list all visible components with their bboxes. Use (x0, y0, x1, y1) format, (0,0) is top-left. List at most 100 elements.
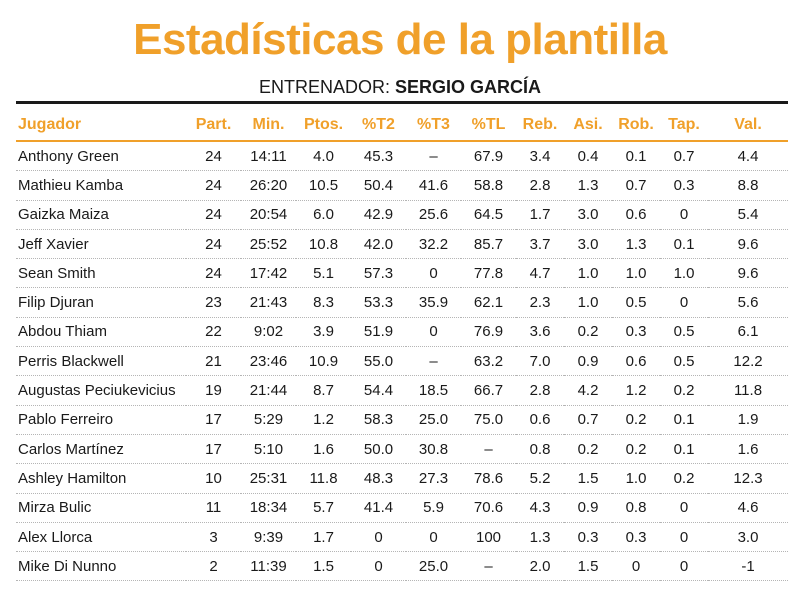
cell-ft-pct: 77.8 (461, 258, 516, 289)
cell-t3-pct: 0 (406, 317, 461, 348)
cell-assists: 1.0 (564, 258, 612, 289)
cell-ft-pct: 64.5 (461, 200, 516, 230)
table-row: Anthony Green 24 14:11 4.0 45.3–67.9 3.4 0.4 0.… (16, 141, 788, 172)
cell-minutes: 17:42 (241, 258, 296, 289)
cell-steals: 1.3 (612, 229, 660, 260)
cell-t3-pct: 0 (406, 258, 461, 289)
cell-ft-pct: 100 (461, 522, 516, 553)
table-row: Perris Blackwell 21 23:46 10.9 55.0–63.2 7.0 0… (16, 346, 788, 377)
cell-t3-pct: 27.3 (406, 463, 461, 494)
cell-rating: 12.3 (708, 463, 788, 494)
cell-ft-pct: 67.9 (461, 141, 516, 172)
cell-steals: 0.3 (612, 317, 660, 348)
cell-blocks: 0 (660, 287, 708, 318)
cell-minutes: 5:10 (241, 434, 296, 465)
cell-games: 17 (186, 434, 241, 465)
cell-t3-pct: 25.6 (406, 200, 461, 230)
cell-ft-pct: 78.6 (461, 463, 516, 494)
cell-rebounds: 3.6 (516, 317, 564, 348)
table-row: Abdou Thiam 22 9:02 3.9 51.9 0 76.9 3.6 0.2 0.3 0.… (16, 317, 788, 348)
cell-steals: 1.2 (612, 375, 660, 406)
cell-ft-pct: 62.1 (461, 287, 516, 318)
table-row: Jeff Xavier 24 25:52 10.8 42.0 32.2 85.7 3.7 3.0… (16, 229, 788, 260)
cell-player: Mathieu Kamba (16, 170, 186, 201)
cell-blocks: 0 (660, 493, 708, 523)
cell-t2-pct: 0 (351, 522, 406, 553)
cell-games: 22 (186, 317, 241, 348)
cell-player: Perris Blackwell (16, 346, 186, 377)
cell-assists: 1.3 (564, 170, 612, 201)
table-row: Mathieu Kamba 24 26:20 10.5 50.4 41.6 58.8 2.8 1… (16, 170, 788, 201)
cell-steals: 0.3 (612, 522, 660, 553)
cell-player: Jeff Xavier (16, 229, 186, 260)
cell-blocks: 0.2 (660, 463, 708, 494)
cell-ft-pct: – (461, 434, 516, 465)
column-header-steals: Rob. (612, 110, 660, 142)
cell-assists: 1.5 (564, 463, 612, 494)
cell-steals: 0.1 (612, 141, 660, 172)
cell-player: Alex Llorca (16, 522, 186, 553)
cell-ft-pct: 70.6 (461, 493, 516, 523)
cell-games: 24 (186, 258, 241, 289)
cell-ft-pct: – (461, 551, 516, 582)
cell-games: 24 (186, 170, 241, 201)
cell-player: Mirza Bulic (16, 493, 186, 523)
cell-minutes: 25:31 (241, 463, 296, 494)
cell-rebounds: 7.0 (516, 346, 564, 377)
cell-rebounds: 5.2 (516, 463, 564, 494)
cell-rebounds: 3.4 (516, 141, 564, 172)
cell-steals: 0.2 (612, 405, 660, 435)
stats-table: Jugador Part. Min. Ptos. %T2 %T3 %TL Reb. Asi. Ro… (16, 110, 788, 582)
cell-points: 10.8 (296, 229, 351, 260)
cell-assists: 3.0 (564, 200, 612, 230)
cell-t3-pct: 25.0 (406, 551, 461, 582)
cell-t3-pct: 35.9 (406, 287, 461, 318)
cell-blocks: 0 (660, 551, 708, 582)
cell-assists: 0.2 (564, 317, 612, 348)
table-row: Alex Llorca 3 9:39 1.7 0 0 100 1.3 0.3 0.3 0 3.0 (16, 522, 788, 553)
cell-rebounds: 2.8 (516, 375, 564, 406)
cell-assists: 0.2 (564, 434, 612, 465)
cell-player: Augustas Peciukevicius (16, 375, 186, 406)
cell-points: 1.6 (296, 434, 351, 465)
cell-player: Ashley Hamilton (16, 463, 186, 494)
cell-ft-pct: 75.0 (461, 405, 516, 435)
cell-steals: 0.8 (612, 493, 660, 523)
cell-points: 1.7 (296, 522, 351, 553)
cell-minutes: 25:52 (241, 229, 296, 260)
cell-games: 2 (186, 551, 241, 582)
cell-games: 21 (186, 346, 241, 377)
cell-blocks: 0.5 (660, 317, 708, 348)
cell-t3-pct: 32.2 (406, 229, 461, 260)
cell-rating: 8.8 (708, 170, 788, 201)
coach-label: ENTRENADOR: (258, 77, 395, 97)
column-header-rebounds: Reb. (516, 110, 564, 142)
cell-games: 11 (186, 493, 241, 523)
cell-t3-pct: 30.8 (406, 434, 461, 465)
cell-t2-pct: 48.3 (351, 463, 406, 494)
cell-t2-pct: 45.3 (351, 141, 406, 172)
cell-ft-pct: 63.2 (461, 346, 516, 377)
column-header-points: Ptos. (296, 110, 351, 142)
cell-assists: 3.0 (564, 229, 612, 260)
coach-line: ENTRENADOR: SERGIO GARCÍA (0, 76, 800, 98)
cell-games: 17 (186, 405, 241, 435)
cell-games: 24 (186, 141, 241, 172)
cell-player: Sean Smith (16, 258, 186, 289)
cell-rating: 9.6 (708, 258, 788, 289)
cell-t3-pct: – (406, 346, 461, 377)
table-row: Sean Smith 24 17:42 5.1 57.3 0 77.8 4.7 1.0 1.0 1.… (16, 258, 788, 289)
cell-t3-pct: 41.6 (406, 170, 461, 201)
cell-t2-pct: 50.0 (351, 434, 406, 465)
table-body: Anthony Green 24 14:11 4.0 45.3–67.9 3.4 0.4 0.… (16, 141, 788, 582)
cell-blocks: 0.2 (660, 375, 708, 406)
cell-t2-pct: 0 (351, 551, 406, 582)
cell-assists: 0.4 (564, 141, 612, 172)
column-header-t2-pct: %T2 (351, 110, 406, 142)
cell-t2-pct: 50.4 (351, 170, 406, 201)
cell-ft-pct: 66.7 (461, 375, 516, 406)
cell-assists: 1.0 (564, 287, 612, 318)
cell-rebounds: 0.6 (516, 405, 564, 435)
cell-t2-pct: 58.3 (351, 405, 406, 435)
cell-blocks: 0.3 (660, 170, 708, 201)
